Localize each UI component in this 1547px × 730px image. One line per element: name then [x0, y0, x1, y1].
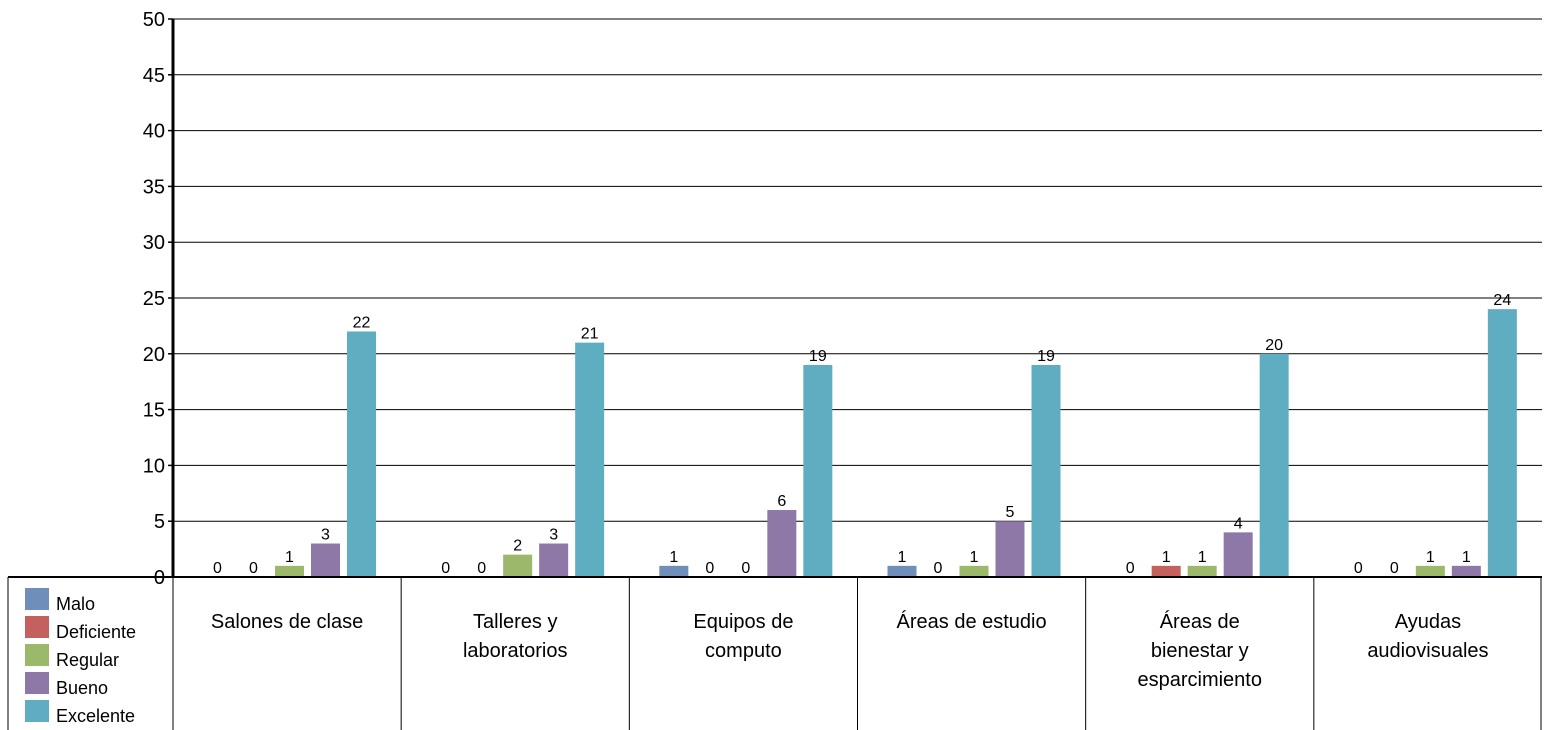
bar-excelente [1259, 353, 1289, 577]
data-label: 24 [1493, 292, 1511, 309]
bar-bueno [995, 521, 1025, 577]
y-tick-label: 20 [143, 344, 165, 366]
y-tick-label: 50 [143, 9, 165, 31]
legend-swatch [25, 700, 49, 722]
legend: Malo Deficiente Regular Bueno Excelente [25, 588, 136, 726]
data-label: 1 [1426, 549, 1435, 566]
category-label: bienestar y [1151, 640, 1249, 662]
data-label: 1 [1462, 549, 1471, 566]
y-tick-label: 45 [143, 65, 165, 87]
data-label: 19 [809, 348, 827, 365]
data-label: 4 [1234, 515, 1243, 532]
data-label: 1 [970, 549, 979, 566]
bar-excelente [803, 364, 833, 577]
gridlines [173, 18, 1542, 522]
data-label: 0 [741, 560, 750, 577]
data-label: 1 [1162, 549, 1171, 566]
data-label: 1 [1198, 549, 1207, 566]
data-label: 0 [1126, 560, 1135, 577]
data-label: 1 [285, 549, 294, 566]
data-label: 20 [1265, 337, 1283, 354]
bar-bueno [767, 510, 797, 577]
data-label: 0 [705, 560, 714, 577]
data-label: 0 [1354, 560, 1363, 577]
category-label: Áreas de estudio [897, 610, 1047, 633]
bar-bueno [539, 543, 569, 577]
data-label: 22 [353, 314, 371, 331]
legend-label: Bueno [56, 678, 108, 698]
category-label: Salones de clase [211, 611, 363, 633]
bar-excelente [575, 342, 605, 577]
data-label: 0 [934, 560, 943, 577]
data-label: 0 [213, 560, 222, 577]
y-tick-label: 10 [143, 455, 165, 477]
legend-swatch [25, 644, 49, 666]
legend-label: Excelente [56, 706, 135, 726]
data-label: 3 [549, 527, 558, 544]
legend-swatch [25, 672, 49, 694]
data-label: 6 [777, 493, 786, 510]
legend-swatch [25, 616, 49, 638]
legend-swatch [25, 588, 49, 610]
category-label: audiovisuales [1367, 640, 1488, 662]
data-label: 1 [669, 549, 678, 566]
data-label: 0 [477, 560, 486, 577]
category-label: Equipos de [693, 611, 793, 633]
legend-label: Regular [56, 650, 119, 670]
category-label: computo [705, 640, 782, 662]
data-label: 21 [581, 326, 599, 343]
bar-regular [275, 565, 304, 577]
y-tick-label: 5 [154, 511, 165, 533]
data-label: 0 [441, 560, 450, 577]
data-label: 0 [249, 560, 258, 577]
bar-bueno [1223, 532, 1253, 577]
bar-excelente [347, 331, 376, 577]
bar-excelente [1487, 309, 1517, 577]
category-label: laboratorios [463, 640, 568, 662]
y-tick-label: 40 [143, 121, 165, 143]
legend-label: Malo [56, 594, 95, 614]
data-label: 19 [1037, 348, 1055, 365]
axes: 05101520253035404550 [8, 9, 1542, 589]
data-label: 3 [321, 527, 330, 544]
data-label: 5 [1006, 504, 1015, 521]
data-label: 2 [513, 538, 522, 555]
data-label: 0 [1390, 560, 1399, 577]
bar-regular [1187, 565, 1217, 577]
data-table: Salones de clase Talleres y laboratorios Eq… [7, 577, 1542, 730]
bar-regular [503, 554, 533, 577]
bar-excelente [1031, 364, 1061, 577]
category-label: esparcimiento [1137, 669, 1262, 691]
bar-deficiente [1151, 565, 1181, 577]
bar-malo [659, 565, 689, 577]
category-label: Talleres y [473, 611, 557, 633]
bar-regular [959, 565, 989, 577]
category-label: Ayudas [1395, 611, 1461, 633]
y-tick-label: 15 [143, 400, 165, 422]
bar-regular [1415, 565, 1445, 577]
bars [275, 309, 1517, 577]
y-tick-label: 25 [143, 288, 165, 310]
y-tick-label: 30 [143, 232, 165, 254]
bar-bueno [1451, 565, 1481, 577]
y-tick-label: 35 [143, 176, 165, 198]
legend-label: Deficiente [56, 622, 136, 642]
bar-malo [887, 565, 917, 577]
bar-bueno [311, 543, 340, 577]
data-label: 1 [898, 549, 907, 566]
category-label: Áreas de [1160, 610, 1240, 633]
